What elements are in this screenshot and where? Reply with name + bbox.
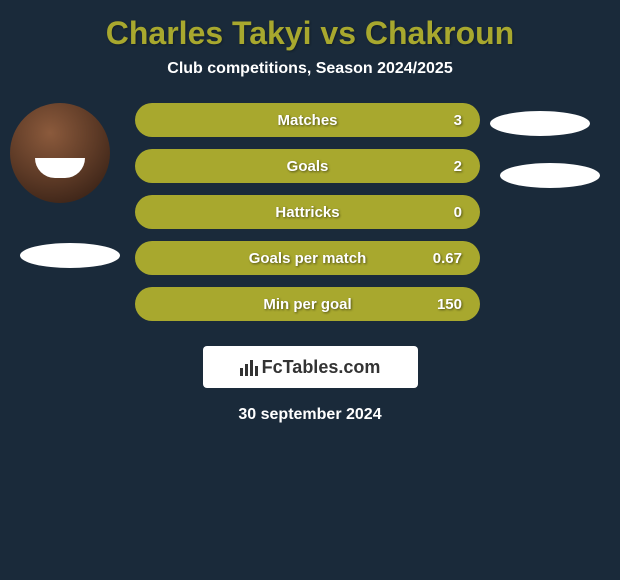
stat-row: Hattricks 0 (135, 195, 480, 229)
stat-row: Matches 3 (135, 103, 480, 137)
stat-value: 3 (454, 112, 462, 129)
stat-label: Hattricks (275, 204, 339, 221)
stats-list: Matches 3 Goals 2 Hattricks 0 Goals per … (135, 103, 480, 321)
content-area: Matches 3 Goals 2 Hattricks 0 Goals per … (0, 103, 620, 424)
stat-label: Goals (287, 158, 329, 175)
chart-icon (240, 358, 258, 376)
stat-label: Min per goal (263, 296, 351, 313)
page-title: Charles Takyi vs Chakroun (0, 0, 620, 60)
player-avatar-left (10, 103, 110, 203)
ellipse-shape-right-1 (490, 111, 590, 136)
stat-label: Goals per match (249, 250, 367, 267)
stat-label: Matches (277, 112, 337, 129)
stat-value: 150 (437, 296, 462, 313)
stat-value: 0 (454, 204, 462, 221)
main-container: Charles Takyi vs Chakroun Club competiti… (0, 0, 620, 424)
subtitle: Club competitions, Season 2024/2025 (0, 60, 620, 103)
date-text: 30 september 2024 (0, 406, 620, 424)
logo-text: FcTables.com (262, 357, 381, 378)
footer-logo[interactable]: FcTables.com (203, 346, 418, 388)
ellipse-shape-left (20, 243, 120, 268)
stat-value: 2 (454, 158, 462, 175)
stat-row: Min per goal 150 (135, 287, 480, 321)
ellipse-shape-right-2 (500, 163, 600, 188)
stat-value: 0.67 (433, 250, 462, 267)
stat-row: Goals 2 (135, 149, 480, 183)
stat-row: Goals per match 0.67 (135, 241, 480, 275)
